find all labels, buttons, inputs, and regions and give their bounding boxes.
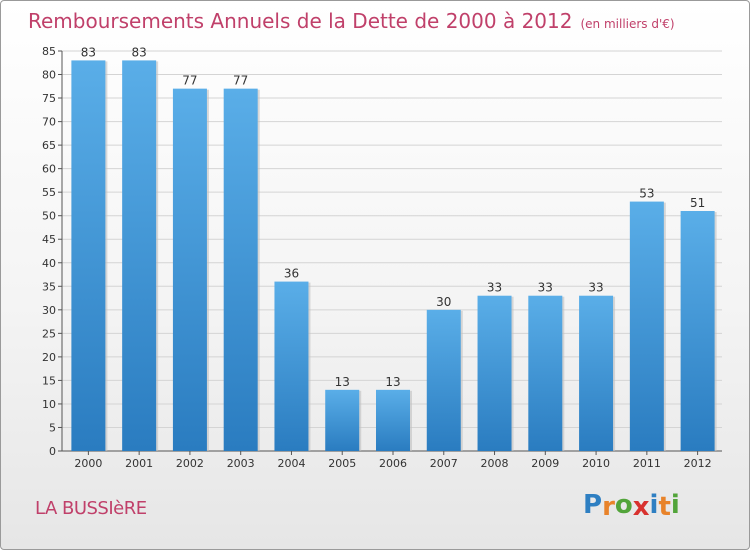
- y-tick-label: 60: [42, 163, 56, 176]
- chart-title-text: Remboursements Annuels de la Dette de 20…: [28, 9, 573, 33]
- bar: [122, 60, 157, 451]
- y-tick-label: 80: [42, 69, 56, 82]
- bar: [223, 88, 258, 451]
- data-label: 77: [182, 74, 197, 88]
- y-tick-label: 0: [49, 445, 56, 458]
- chart-unit: (en milliers d'€): [580, 17, 675, 31]
- bar: [376, 389, 410, 451]
- logo-letter: i: [649, 490, 659, 520]
- data-label: 13: [335, 375, 350, 389]
- data-label: 33: [487, 281, 502, 295]
- y-tick-label: 15: [42, 374, 56, 387]
- bar: [579, 295, 614, 451]
- x-tick-label: 2011: [633, 457, 661, 470]
- y-tick-label: 10: [42, 398, 56, 411]
- data-label: 13: [385, 375, 400, 389]
- data-label: 36: [284, 267, 299, 281]
- x-tick-label: 2001: [125, 457, 153, 470]
- bar: [172, 88, 207, 451]
- bar-chart: 0 5 10 15 20 25 30 35 40 45 50 55 60 65 70 75 80 85 83 2000…: [42, 45, 722, 470]
- logo-letter: x: [632, 492, 650, 522]
- data-label: 83: [132, 45, 147, 59]
- data-label: 83: [81, 45, 96, 59]
- x-tick-label: 2009: [531, 457, 559, 470]
- y-tick-label: 70: [42, 116, 56, 129]
- x-tick-label: 2004: [277, 457, 305, 470]
- bar: [528, 295, 563, 451]
- y-tick-label: 25: [42, 327, 56, 340]
- y-tick-label: 50: [42, 210, 56, 223]
- x-tick-label: 2002: [176, 457, 204, 470]
- x-tick-label: 2003: [227, 457, 255, 470]
- y-tick-label: 75: [42, 92, 56, 105]
- y-tick-label: 5: [49, 421, 56, 434]
- logo-letter: P: [583, 490, 603, 520]
- bar: [680, 211, 715, 451]
- x-tick-label: 2007: [430, 457, 458, 470]
- logo-letter: r: [602, 492, 615, 522]
- bar: [629, 201, 664, 451]
- data-label: 33: [588, 281, 603, 295]
- x-tick-label: 2006: [379, 457, 407, 470]
- bar: [426, 309, 461, 451]
- proxiti-logo[interactable]: Proxiti: [583, 490, 680, 522]
- data-label: 30: [436, 295, 451, 309]
- x-tick-label: 2000: [74, 457, 102, 470]
- data-label: 51: [690, 196, 705, 210]
- x-tick-label: 2005: [328, 457, 356, 470]
- x-tick-label: 2008: [481, 457, 509, 470]
- y-tick-label: 65: [42, 139, 56, 152]
- y-tick-label: 85: [42, 45, 56, 58]
- y-tick-label: 40: [42, 257, 56, 270]
- logo-letter: o: [614, 490, 633, 520]
- y-tick-label: 20: [42, 351, 56, 364]
- y-tick-label: 35: [42, 280, 56, 293]
- data-label: 33: [538, 281, 553, 295]
- x-tick-label: 2010: [582, 457, 610, 470]
- chart-title: Remboursements Annuels de la Dette de 20…: [28, 9, 675, 33]
- y-tick-label: 30: [42, 304, 56, 317]
- x-tick-label: 2012: [684, 457, 712, 470]
- bar: [71, 60, 106, 451]
- bar: [325, 389, 360, 451]
- commune-name: LA BUSSIèRE: [35, 498, 147, 519]
- data-label: 77: [233, 74, 248, 88]
- bar: [477, 295, 512, 451]
- logo-letter: t: [658, 492, 671, 522]
- logo-letter: i: [670, 490, 680, 520]
- y-tick-label: 45: [42, 233, 56, 246]
- data-label: 53: [639, 187, 654, 201]
- bar: [274, 281, 309, 451]
- y-tick-label: 55: [42, 186, 56, 199]
